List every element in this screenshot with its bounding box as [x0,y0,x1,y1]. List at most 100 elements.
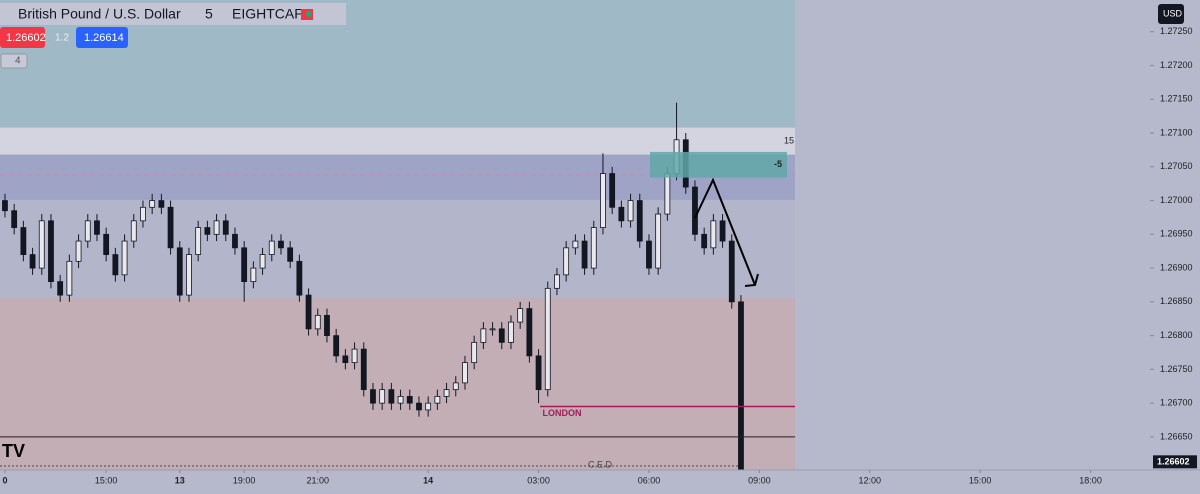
buy-price[interactable]: 1.26614 [84,32,124,44]
candle-body [130,220,137,242]
candle-body [84,220,91,242]
interval: 5 [205,6,213,22]
candle-body [406,395,413,404]
candle-body [241,247,248,282]
price-axis [1150,0,1200,494]
currency-button[interactable] [1158,4,1184,24]
symbol: British Pound / U.S. Dollar [18,6,181,22]
candle-body [176,247,183,296]
drawn-arrow [694,177,756,286]
candle-body [268,240,275,255]
x-tick-label: 15:00 [969,475,992,485]
last-price-box [1153,455,1197,469]
candle-body [609,173,616,208]
candle-body [305,294,312,330]
candle-body [333,335,340,357]
candle-body [195,227,202,255]
last-price-label: 1.26602 [1157,457,1190,467]
x-tick-label: 12:00 [859,475,882,485]
x-tick-label: 03:00 [527,475,550,485]
y-tick-label: 1.27250 [1160,26,1193,36]
candle-body [296,260,303,296]
y-tick-label: 1.27000 [1160,195,1193,205]
candle-body [167,206,174,249]
zones [0,0,795,470]
candle-body [222,220,229,235]
candle-body [462,362,468,384]
y-tick-label: 1.26950 [1160,229,1193,239]
candle-body [232,233,238,249]
candle-body [314,314,321,330]
candle-body [655,213,662,269]
candle-body [112,254,119,276]
candle-body [489,328,496,331]
candle-body [443,389,450,397]
candle-body [600,173,606,228]
candle-body [11,210,18,228]
candle-body [452,382,459,391]
currency[interactable]: USD [1163,8,1183,18]
spread: 1.2 [55,33,69,44]
candle-body [20,227,27,255]
candle-body [508,321,514,343]
candle-body [728,240,735,303]
y-tick-label: 1.26850 [1160,296,1193,306]
candle-body [664,173,671,215]
candle-body [636,200,643,242]
indicator-count[interactable]: 4 [15,56,21,67]
y-tick-label: 1.27050 [1160,161,1193,171]
buy-button[interactable] [76,27,128,48]
overlay: -5 15 LONDON C.E.D [0,136,795,469]
candle-body [38,220,45,269]
candle-body [544,287,551,391]
candle-body [204,227,211,235]
london-label: LONDON [543,408,582,418]
candle-body [416,402,422,411]
x-tick-label: 19:00 [233,475,256,485]
zone [0,297,795,470]
candle-body [498,328,505,343]
candle-body [342,355,349,364]
candle-body [581,240,588,269]
candle-body [554,274,560,289]
candle-body [149,200,156,208]
candle-body [701,233,708,249]
candle-body [351,348,358,364]
x-tick-label: 06:00 [638,475,661,485]
candle-body [517,308,524,323]
candle-body [370,389,376,404]
candle-body [471,341,478,364]
candle-body [388,389,395,404]
x-tick-label: 0 [2,475,7,485]
y-tick-label: 1.26700 [1160,398,1193,408]
candle-body [627,200,634,222]
candle-body [259,254,266,269]
candle-body [140,206,146,222]
supply-box [650,151,787,178]
candle-body [2,200,8,212]
candle-body [563,247,570,276]
logo: TV [2,441,25,461]
x-tick-label: 18:00 [1079,475,1102,485]
y-tick-label: 1.26800 [1160,330,1193,340]
candle-body [121,240,128,276]
x-tick-label: 09:00 [748,475,771,485]
candle-body [57,281,64,296]
candle-body [287,247,294,262]
candle-body [526,308,533,357]
sell-price[interactable]: 1.26602 [6,32,46,44]
x-tick-label: 15:00 [95,475,118,485]
indicator-toggle[interactable] [0,53,28,69]
broker: EIGHTCAP [232,6,304,22]
sell-button[interactable] [0,27,45,48]
zone [0,127,795,155]
candle-body [29,254,36,269]
candle-body [186,254,192,296]
candle-body [158,200,165,208]
candle-body [213,220,220,235]
candle-body [710,220,717,249]
x-tick-label: 14 [423,475,433,485]
candle-body [719,220,726,242]
